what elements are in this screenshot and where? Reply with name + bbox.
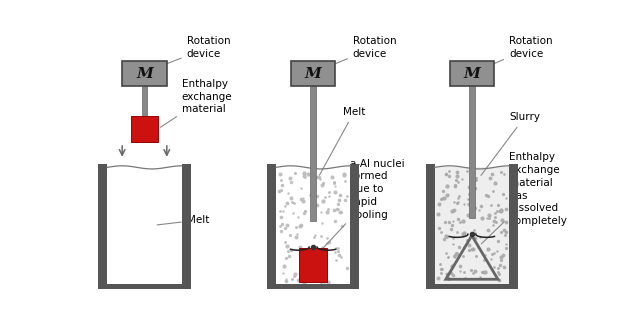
Bar [310,87,316,221]
Text: Rotation
device: Rotation device [336,36,396,63]
Text: M: M [136,66,153,80]
Text: Slurry: Slurry [481,112,540,175]
Bar [108,167,182,285]
Text: M: M [305,66,321,80]
Bar [182,164,191,289]
Text: Enthalpy
exchange
material
has
dissolved
completely: Enthalpy exchange material has dissolved… [481,152,567,244]
Text: Melt: Melt [319,107,365,175]
Bar [469,87,475,217]
Bar [449,61,494,87]
Bar [99,285,191,289]
Bar [300,248,327,282]
Bar [122,61,167,87]
Text: Rotation
device: Rotation device [167,36,230,63]
Bar [267,285,359,289]
Bar [350,164,359,289]
Bar [131,116,158,142]
Text: a-Al nuclei
formed
due to
rapid
cooling: a-Al nuclei formed due to rapid cooling [320,159,405,252]
Bar [267,164,276,289]
Bar [509,164,518,289]
Bar [426,285,518,289]
Bar [435,167,509,285]
Text: Enthalpy
exchange
material: Enthalpy exchange material [161,79,232,127]
Text: Rotation
device: Rotation device [495,36,553,63]
Text: Melt: Melt [157,215,209,225]
Bar [141,87,147,116]
Text: M: M [463,66,480,80]
Bar [99,164,108,289]
Bar [291,61,335,87]
Bar [426,164,435,289]
Bar [276,167,350,285]
